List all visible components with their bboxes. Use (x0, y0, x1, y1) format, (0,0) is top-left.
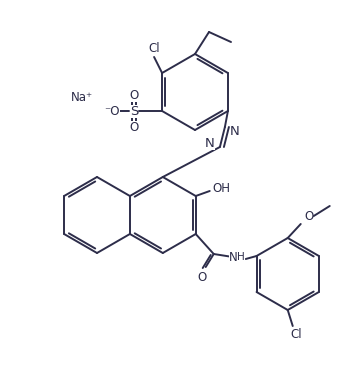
Text: N: N (229, 250, 238, 263)
Text: O: O (197, 270, 206, 283)
Text: Na⁺: Na⁺ (71, 91, 93, 104)
Text: OH: OH (213, 182, 231, 195)
Text: O: O (130, 88, 139, 101)
Text: Cl: Cl (148, 41, 160, 54)
Text: S: S (130, 104, 138, 118)
Text: N: N (205, 137, 215, 149)
Text: N: N (230, 124, 240, 138)
Text: Cl: Cl (290, 327, 301, 340)
Text: H: H (237, 252, 245, 262)
Text: O: O (304, 209, 313, 222)
Text: ⁻O: ⁻O (104, 104, 120, 118)
Text: O: O (130, 121, 139, 134)
